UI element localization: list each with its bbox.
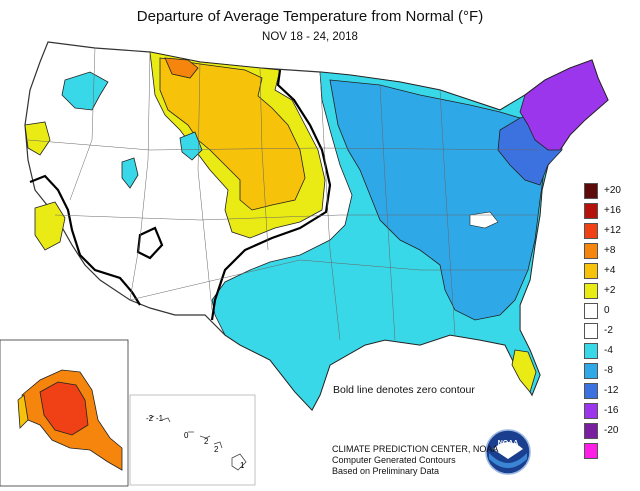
hawaii-label-6: 1 [240, 461, 245, 470]
map-title: Departure of Average Temperature from No… [136, 8, 484, 25]
legend-label: +4 [604, 265, 616, 276]
hawaii-label-2: -1 [156, 414, 164, 423]
legend-swatch [584, 303, 598, 319]
legend-swatch [584, 343, 598, 359]
legend-label: -12 [604, 385, 619, 396]
legend-swatch [584, 323, 598, 339]
hawaii-label-1: -2 [146, 414, 154, 423]
legend-swatch [584, 263, 598, 279]
region-minus8 [329, 79, 546, 321]
credit-line-2: Computer Generated Contours [332, 455, 456, 465]
noaa-logo-icon: NOAA [485, 429, 531, 475]
region-plus2-oregon [24, 121, 51, 156]
noaa-logo-text: NOAA [498, 440, 519, 447]
alaska-plus4 [17, 394, 29, 429]
legend-swatch [584, 383, 598, 399]
color-legend: +20 +16 +12 +8 +4 +2 0 -2 -4 -8 -12 -16 -20 [584, 183, 640, 475]
legend-label: +2 [604, 285, 616, 296]
credit-line-1: CLIMATE PREDICTION CENTER, NOAA [332, 444, 499, 454]
legend-label: 0 [604, 305, 610, 316]
legend-label: +20 [604, 185, 621, 196]
legend-swatch [584, 203, 598, 219]
legend-label: +16 [604, 205, 621, 216]
legend-label: +12 [604, 225, 621, 236]
region-minus16 [519, 59, 609, 151]
region-minus4-utah [121, 157, 139, 189]
legend-label: +8 [604, 245, 616, 256]
credit-line-3: Based on Preliminary Data [332, 466, 440, 476]
region-minus4-idaho [61, 71, 109, 111]
legend-swatch [584, 223, 598, 239]
region-plus4-north [159, 57, 306, 211]
hawaii-islands [149, 415, 247, 471]
legend-swatch [584, 183, 598, 199]
legend-label: -2 [604, 325, 613, 336]
map-date-range: NOV 18 - 24, 2018 [262, 31, 358, 43]
region-plus8-north [164, 57, 199, 79]
legend-label: -8 [604, 365, 613, 376]
legend-label: -4 [604, 345, 613, 356]
legend-swatch [584, 443, 598, 459]
zero-contour-west [29, 174, 141, 306]
hawaii-label-5: 2 [214, 445, 219, 454]
region-lakes-patch [469, 211, 499, 229]
hawaii-label-3: 0 [184, 431, 189, 440]
alaska-plus12 [39, 381, 89, 436]
legend-label: -16 [604, 405, 619, 416]
state-boundaries [27, 47, 541, 341]
legend-swatch [584, 243, 598, 259]
legend-swatch [584, 283, 598, 299]
credits-block: CLIMATE PREDICTION CENTER, NOAA Computer… [332, 444, 498, 477]
legend-swatch [584, 423, 598, 439]
hawaii-label-4: 2 [204, 437, 209, 446]
legend-label: -20 [604, 425, 619, 436]
region-plus2-california [34, 201, 66, 251]
zero-contour-east [210, 69, 332, 321]
legend-swatch [584, 403, 598, 419]
hawaii-inset-frame [129, 394, 256, 486]
legend-swatch [584, 363, 598, 379]
zero-contour-note: Bold line denotes zero contour [333, 384, 475, 396]
region-plus2-florida [511, 349, 537, 393]
